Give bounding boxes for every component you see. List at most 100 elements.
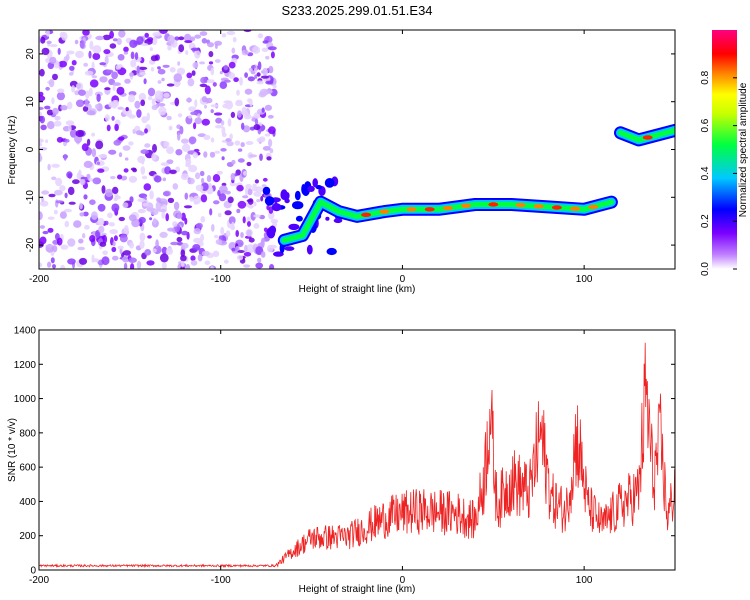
noise-speck xyxy=(213,112,223,116)
noise-speck xyxy=(99,241,107,247)
noise-speck xyxy=(162,191,170,197)
noise-speck xyxy=(128,257,137,264)
noise-speck xyxy=(112,85,116,91)
noise-speck xyxy=(227,118,232,127)
noise-speck xyxy=(109,30,114,39)
noise-speck xyxy=(210,67,215,76)
noise-speck xyxy=(222,103,229,109)
noise-speck xyxy=(118,152,123,158)
snr-ylabel: SNR (10 * v/v) xyxy=(7,418,18,482)
noise-speck xyxy=(151,152,157,161)
ridge-hotspot xyxy=(361,212,372,217)
noise-speck xyxy=(251,185,258,192)
noise-speck xyxy=(84,98,89,108)
noise-speck xyxy=(167,45,172,51)
noise-speck xyxy=(162,64,170,68)
ridge-hotspot xyxy=(533,204,544,209)
noise-speck xyxy=(42,230,49,235)
noise-speck xyxy=(154,175,162,183)
noise-speck xyxy=(245,141,254,145)
noise-speck xyxy=(266,204,270,211)
noise-speck xyxy=(39,138,44,143)
colorbar-tick-label: 0.0 xyxy=(700,262,711,276)
noise-speck xyxy=(157,68,166,75)
noise-speck xyxy=(89,199,96,205)
noise-speck xyxy=(241,106,247,115)
ridge-hotspot xyxy=(406,207,417,212)
snr-xtick-label: -200 xyxy=(29,575,49,586)
noise-speck xyxy=(41,190,50,195)
noise-speck xyxy=(190,255,196,261)
colorbar xyxy=(712,30,737,269)
noise-speck xyxy=(252,46,261,54)
noise-speck xyxy=(248,154,258,158)
noise-speck xyxy=(81,143,89,152)
noise-speck xyxy=(146,260,155,266)
noise-speck xyxy=(67,101,73,110)
noise-speck xyxy=(190,47,200,51)
noise-speck xyxy=(268,126,276,135)
noise-speck xyxy=(51,176,57,181)
noise-speck xyxy=(159,253,169,263)
noise-speck xyxy=(194,49,201,59)
noise-speck xyxy=(199,61,206,65)
noise-speck xyxy=(117,174,123,180)
noise-speck xyxy=(200,216,206,223)
frequency-ridge-inner xyxy=(281,199,614,243)
colorbar-tick-label: 0.4 xyxy=(700,166,711,180)
noise-speck xyxy=(223,64,229,71)
noise-speck xyxy=(205,97,213,104)
noise-speck xyxy=(136,260,142,269)
noise-speck xyxy=(46,121,55,130)
noise-speck xyxy=(216,170,223,175)
noise-speck xyxy=(240,232,244,238)
noise-speck xyxy=(108,222,115,227)
noise-speck xyxy=(60,244,69,250)
noise-speck xyxy=(107,212,113,219)
ridge-hotspot xyxy=(424,207,435,212)
noise-speck xyxy=(260,251,266,258)
noise-speck xyxy=(211,224,215,232)
noise-speck xyxy=(91,132,95,137)
noise-speck xyxy=(265,55,270,60)
noise-speck xyxy=(185,264,191,269)
noise-speck xyxy=(74,39,79,45)
noise-speck xyxy=(251,65,256,69)
noise-speck xyxy=(186,72,193,79)
noise-speck xyxy=(188,106,197,112)
noise-speck xyxy=(79,40,85,49)
noise-speck xyxy=(82,211,89,217)
noise-speck xyxy=(40,200,49,207)
noise-speck xyxy=(110,175,116,180)
ridge-hotspot xyxy=(551,205,562,210)
ridge-blob xyxy=(284,198,290,204)
noise-speck xyxy=(257,257,262,263)
noise-speck xyxy=(185,97,193,103)
noise-speck xyxy=(96,161,101,165)
noise-speck xyxy=(56,91,65,101)
noise-speck xyxy=(237,250,245,253)
ridge-blob xyxy=(295,215,303,222)
noise-speck xyxy=(39,236,47,245)
noise-speck xyxy=(55,200,64,204)
noise-speck xyxy=(155,239,159,249)
noise-speck xyxy=(40,36,46,44)
noise-speck xyxy=(181,138,189,144)
noise-speck xyxy=(73,220,82,228)
noise-speck xyxy=(203,134,211,140)
noise-speck xyxy=(214,43,218,49)
ridge-hotspot xyxy=(515,202,526,208)
noise-speck xyxy=(84,224,90,230)
noise-speck xyxy=(177,113,183,118)
noise-speck xyxy=(149,190,154,200)
noise-speck xyxy=(192,152,198,159)
noise-speck xyxy=(195,172,201,180)
noise-speck xyxy=(178,44,185,53)
noise-speck xyxy=(190,111,198,116)
noise-speck xyxy=(102,234,108,244)
noise-speck xyxy=(176,213,183,219)
noise-speck xyxy=(184,40,193,44)
noise-speck xyxy=(223,100,232,104)
noise-speck xyxy=(71,60,77,66)
